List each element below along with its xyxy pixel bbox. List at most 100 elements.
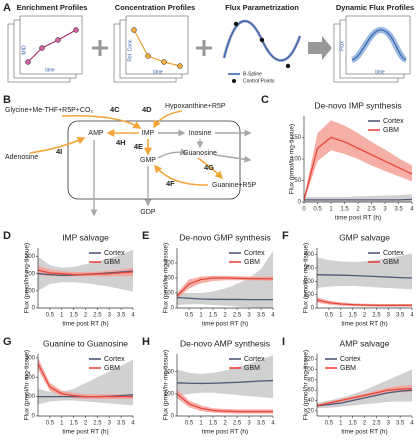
- chart-title: AMP salvage: [340, 338, 390, 348]
- x-tick-label: 0.5: [313, 207, 322, 213]
- x-axis-label: time post RT (h): [202, 429, 248, 436]
- chart: E De-novo GMP synthesis 0 100 200 300 0.5 1 1.5 2…: [142, 230, 275, 328]
- mini-axis-label: Rel. Conc.: [127, 38, 133, 61]
- x-tick-label: 1: [60, 421, 64, 427]
- series-line: [176, 277, 273, 297]
- y-tick-label: 0: [311, 306, 315, 312]
- panel-label: A: [3, 2, 11, 14]
- x-axis-label: time post RT (h): [341, 429, 387, 436]
- y-axis-label: Flux (pmol/hr·mg-tissue): [303, 350, 310, 420]
- x-tick-label: 0.5: [185, 313, 194, 319]
- x-tick-label: 1.5: [69, 421, 78, 427]
- x-tick-label: 2.5: [372, 313, 381, 319]
- sketch-line: [27, 29, 77, 63]
- y-tick-label: 300: [164, 261, 175, 267]
- legend-label: GBM: [104, 365, 120, 372]
- x-axis-label: time post RT (h): [335, 215, 381, 222]
- y-tick-label: 100: [164, 291, 175, 297]
- step-title: Flux Parametrization: [225, 3, 299, 12]
- panel-label: B: [3, 94, 11, 106]
- x-axis-label: time post RT (h): [62, 429, 108, 436]
- x-tick-label: 1.5: [348, 421, 357, 427]
- y-tick-label: 300: [25, 355, 36, 361]
- y-tick-label: 150: [291, 135, 302, 141]
- y-tick-label: 100: [304, 367, 315, 373]
- reaction-label: 4C: [110, 105, 120, 114]
- reaction-label: 4I: [56, 147, 62, 156]
- x-tick-label: 4: [410, 207, 414, 213]
- x-axis-label: time post RT (h): [202, 321, 248, 328]
- legend-label: Cortex: [244, 356, 265, 363]
- node: Hypoxanthine+R5P: [165, 103, 226, 110]
- x-tick-label: 1.5: [209, 313, 218, 319]
- sketch-points: [131, 27, 183, 69]
- legend-label: GBM: [340, 365, 356, 372]
- x-tick-label: 1.5: [348, 313, 357, 319]
- series-line: [303, 136, 413, 201]
- x-tick-label: 1: [339, 313, 343, 319]
- y-tick-label: 200: [164, 276, 175, 282]
- x-tick-label: 1: [329, 207, 333, 213]
- legend-label: GBM: [104, 259, 120, 266]
- step-title: Enrichment Profiles: [17, 3, 88, 12]
- x-tick-label: 0.5: [325, 421, 334, 427]
- legend-label: GBM: [383, 259, 399, 266]
- series-line: [37, 269, 134, 276]
- mini-axis-label: time: [375, 69, 385, 75]
- panel-label: C: [261, 94, 269, 106]
- x-tick-label: 1: [199, 313, 203, 319]
- reaction-label: 4G: [204, 163, 214, 172]
- y-tick-label: 120: [304, 357, 315, 363]
- x-tick-label: 1.5: [340, 207, 349, 213]
- x-tick-label: 2: [223, 313, 227, 319]
- y-tick-label: 60: [307, 388, 314, 394]
- reaction-label: 4E: [134, 142, 143, 151]
- panel-label: F: [282, 230, 289, 242]
- y-axis-label: Flux (pmol/hr·mg-tissue): [303, 243, 310, 313]
- card-stack: [7, 15, 411, 83]
- legend-label: Cortex: [104, 356, 125, 363]
- node: Guanine+R5P: [212, 182, 257, 189]
- series-line: [176, 393, 273, 413]
- panel-label: G: [3, 336, 12, 348]
- series-line: [316, 274, 413, 279]
- legend-label: Cortex: [104, 250, 125, 257]
- series-line: [37, 363, 133, 398]
- y-tick-label: 200: [25, 271, 36, 277]
- y-tick-label: 100: [304, 292, 315, 298]
- y-tick-label: 40: [307, 398, 314, 404]
- node: GDP: [140, 209, 156, 216]
- x-tick-label: 3.5: [396, 421, 405, 427]
- y-tick-label: 0: [32, 414, 36, 420]
- y-tick-label: 20: [307, 408, 314, 414]
- x-tick-label: 4: [410, 421, 414, 427]
- mini-axis-label: MID: [21, 45, 27, 55]
- y-tick-label: 200: [304, 279, 315, 285]
- confidence-band: [317, 253, 412, 290]
- panel-label: D: [3, 230, 11, 242]
- panel-label: H: [142, 336, 150, 348]
- series-line: [316, 389, 413, 407]
- y-axis-label: Flux (pmol/hr·mg-tissue): [163, 243, 170, 313]
- x-tick-label: 2.5: [367, 207, 376, 213]
- x-tick-label: 3: [108, 313, 112, 319]
- confidence-band: [177, 275, 273, 299]
- y-tick-label: 100: [164, 391, 175, 397]
- line-sketch: [351, 29, 407, 61]
- y-axis-label: Flux (pmol/hr·mg-tissue): [24, 243, 31, 313]
- chart-title: Guanine to Guanosine: [43, 338, 128, 348]
- legend-label: Cortex: [383, 118, 404, 125]
- node: AMP: [88, 130, 104, 137]
- y-axis-label: Flux (pmol/hr·mg-tissue): [289, 124, 296, 194]
- x-tick-label: 1.5: [69, 313, 78, 319]
- reaction-arrows: [29, 110, 224, 186]
- x-tick-label: 3.5: [257, 421, 266, 427]
- chart: C De-novo IMP synthesis 0 50 100 150 0 0.5 1 1.5 2…: [261, 94, 414, 222]
- x-tick-label: 3.5: [257, 313, 266, 319]
- x-tick-label: 0: [302, 207, 306, 213]
- sketch-line: [133, 29, 181, 67]
- confidence-band: [317, 369, 412, 409]
- legend-label: Control Points: [243, 78, 275, 84]
- node: Guanosine: [183, 150, 217, 157]
- series-line: [316, 299, 412, 306]
